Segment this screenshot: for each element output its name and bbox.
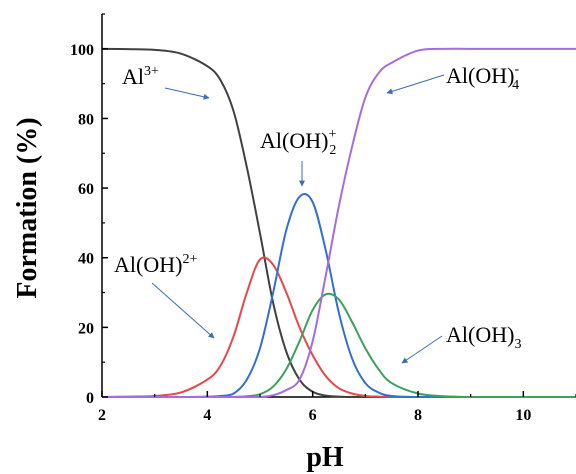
y-tick-label-3: 60 — [78, 181, 94, 198]
curves — [101, 47, 576, 398]
y-tick-label-2: 40 — [78, 251, 94, 268]
arrow-aloh4 — [386, 74, 445, 95]
x-tick-label-2: 6 — [309, 407, 317, 424]
series-line-2 — [102, 193, 576, 398]
annotation-aloh3: Al(OH)3 — [446, 322, 521, 352]
annotation-aloh2: Al(OH)+ 2 — [260, 127, 336, 158]
y-tick-label-4: 80 — [78, 111, 94, 128]
x-axis-title: pH — [306, 442, 344, 473]
arrow-aloh — [151, 282, 215, 339]
annotation-aloh: Al(OH)2+ — [114, 252, 197, 277]
y-tick-label-5: 100 — [70, 42, 94, 59]
series-line-4 — [102, 47, 576, 398]
x-tick-label-4: 10 — [515, 407, 531, 424]
x-tick-label-1: 4 — [203, 407, 211, 424]
annotation-al3: Al3+ — [122, 64, 159, 89]
annotation-arrows — [151, 74, 445, 364]
arrow-aloh3 — [401, 335, 443, 364]
arrow-al3 — [164, 87, 210, 100]
y-axis-title: Formation (%) — [12, 117, 43, 298]
x-tick-label-0: 2 — [98, 407, 106, 424]
x-tick-label-3: 8 — [414, 407, 422, 424]
annotation-aloh4: Al(OH)-4 — [446, 62, 519, 93]
y-tick-label-0: 0 — [86, 390, 94, 407]
y-tick-label-1: 20 — [78, 320, 94, 337]
